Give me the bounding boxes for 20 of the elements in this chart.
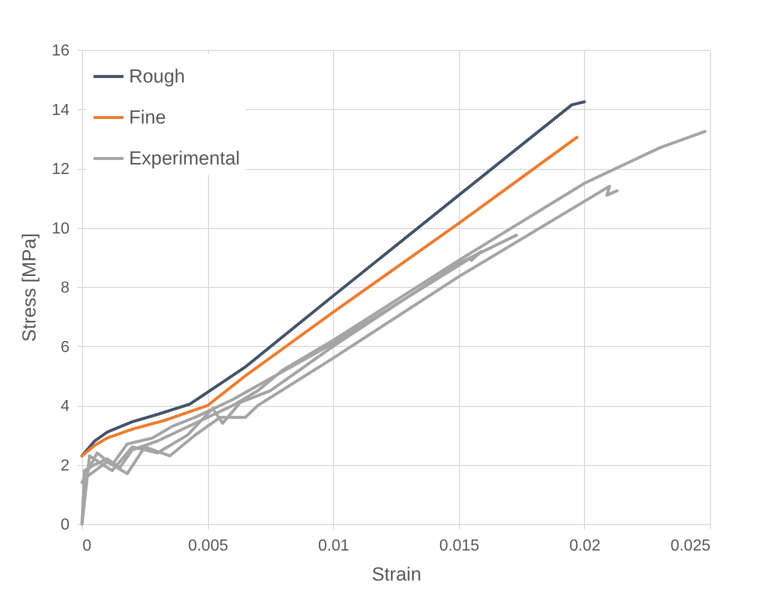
y-tick-label: 8	[60, 280, 70, 296]
y-axis-title: Stress [MPa]	[20, 233, 41, 342]
x-tick-label: 0.01	[318, 538, 350, 554]
y-tick-label: 16	[52, 42, 70, 60]
legend-label: Experimental	[129, 148, 240, 170]
x-tick-label: 0.02	[569, 538, 601, 554]
y-tick-label: 0	[60, 516, 70, 534]
x-tick-label: 0.025	[670, 538, 711, 554]
x-tick-label: 0	[82, 538, 92, 554]
legend-label: Fine	[129, 108, 166, 128]
x-tick-label: 0.005	[188, 538, 228, 554]
x-tick-label: 0.015	[439, 538, 480, 554]
legend-label: Rough	[129, 66, 185, 88]
y-tick-label: 2	[60, 457, 70, 474]
x-axis-title: Strain	[372, 564, 422, 586]
y-tick-label: 4	[60, 398, 70, 415]
y-tick-label: 6	[60, 338, 70, 356]
y-tick-label: 10	[52, 220, 70, 238]
y-tick-label: 12	[52, 161, 70, 178]
y-tick-label: 14	[52, 102, 70, 119]
